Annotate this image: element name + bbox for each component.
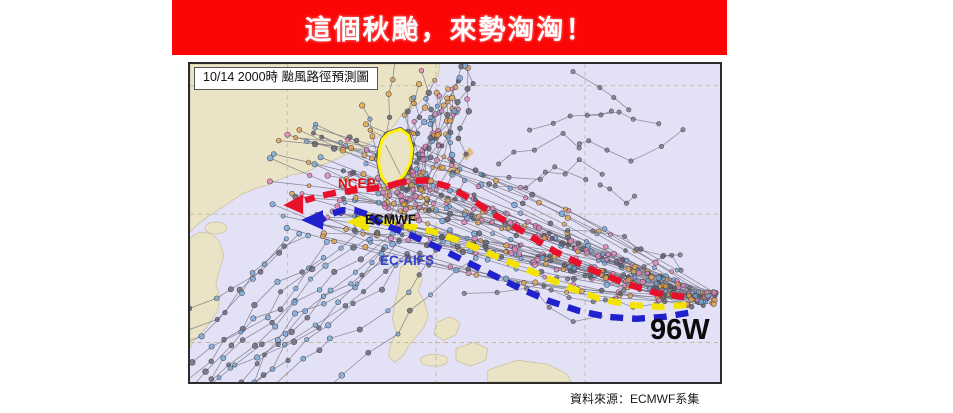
map-date-chip: 10/14 2000時 颱風路徑預測圖 — [194, 67, 379, 90]
taiwan-central-range — [385, 144, 401, 175]
title-banner: 這個秋颱，來勢洶洶！ — [172, 0, 727, 55]
landmass-indochina — [190, 231, 225, 349]
ensemble-marker-group — [190, 64, 719, 382]
typhoon-track-map: 10/14 2000時 颱風路徑預測圖 NCEP ECMWF EC-AIFS 9… — [188, 62, 722, 384]
landmass-borneo — [487, 359, 572, 382]
landmass-visayas — [433, 316, 461, 341]
track-ecmwf — [346, 212, 687, 311]
source-credit: 資料來源：ECMWF系集 — [570, 392, 700, 406]
landmass-mainland — [190, 64, 441, 233]
page-title: 這個秋颱，來勢洶洶！ — [304, 15, 595, 45]
track-ncep — [283, 177, 685, 301]
landmass-mindanao — [455, 342, 489, 367]
ecmwf-arrowhead — [346, 212, 369, 232]
landmass-hainan — [204, 221, 228, 235]
ecaifs-arrowhead — [301, 210, 323, 230]
ncep-arrowhead — [283, 194, 304, 215]
landmass-palawan — [419, 354, 449, 367]
track-ecaifs — [301, 206, 689, 323]
map-canvas — [190, 64, 720, 382]
